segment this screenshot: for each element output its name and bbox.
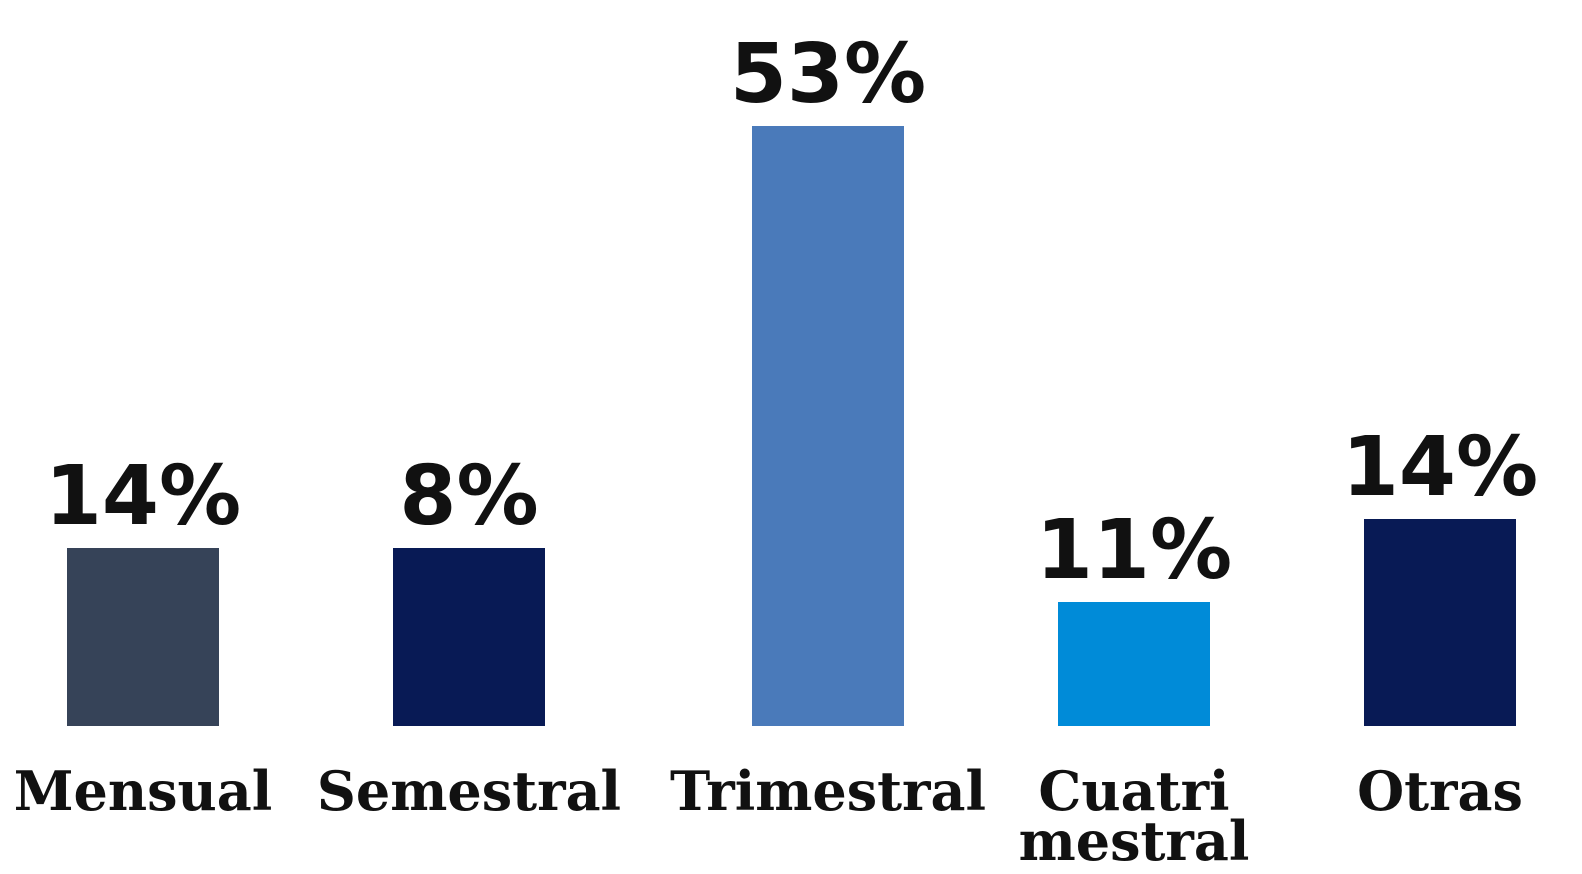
- category-label-0: Mensual: [14, 759, 273, 823]
- category-label-line: Semestral: [317, 759, 621, 823]
- category-label-4: Otras: [1357, 759, 1523, 823]
- bar-2: [752, 126, 904, 726]
- category-label-line: Otras: [1357, 759, 1523, 823]
- bar-4: [1364, 519, 1516, 726]
- category-label-line: Mensual: [14, 759, 273, 823]
- category-label-line: mestral: [1019, 809, 1250, 873]
- bar-0: [67, 548, 219, 726]
- category-label-3: Cuatri mestral: [1019, 759, 1250, 873]
- value-labels-group: 14% 8% 53% 11% 14%: [45, 27, 1538, 598]
- value-label-3: 11%: [1036, 503, 1232, 598]
- value-label-2: 53%: [730, 27, 926, 122]
- category-labels-group: Mensual Semestral Trimestral Cuatri mestral O…: [14, 759, 1523, 873]
- value-label-1: 8%: [399, 449, 538, 544]
- value-label-4: 14%: [1342, 420, 1538, 515]
- value-label-0: 14%: [45, 449, 241, 544]
- bars-group: [67, 126, 1516, 726]
- bar-1: [393, 548, 545, 726]
- category-label-2: Trimestral: [670, 759, 986, 823]
- category-label-line: Trimestral: [670, 759, 986, 823]
- category-label-line: Cuatri: [1038, 759, 1229, 823]
- category-label-1: Semestral: [317, 759, 621, 823]
- bar-3: [1058, 602, 1210, 726]
